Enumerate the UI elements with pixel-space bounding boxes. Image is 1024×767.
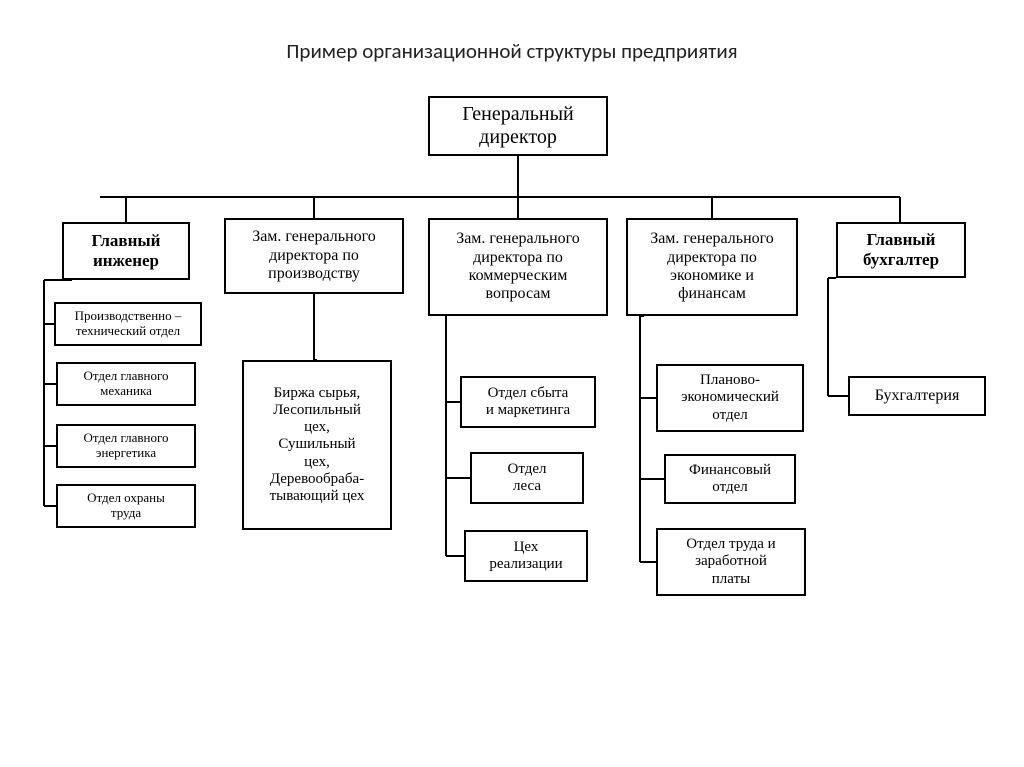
node-sales-workshop: Цехреализации <box>464 530 588 582</box>
node-finance-dept: Финансовыйотдел <box>664 454 796 504</box>
node-chief-engineer: Главныйинженер <box>62 222 190 280</box>
node-chief-mechanic-dept: Отдел главногомеханика <box>56 362 196 406</box>
node-chief-power-dept: Отдел главногоэнергетика <box>56 424 196 468</box>
node-workshops: Биржа сырья,Лесопильныйцех,Сушильныйцех,… <box>242 360 392 530</box>
page-title: Пример организационной структуры предпри… <box>0 38 1024 64</box>
node-deputy-commercial: Зам. генеральногодиректора покоммерчески… <box>428 218 608 316</box>
node-deputy-economics: Зам. генеральногодиректора поэкономике и… <box>626 218 798 316</box>
node-labor-wages-dept: Отдел труда изаработнойплаты <box>656 528 806 596</box>
node-forest-dept: Отделлеса <box>470 452 584 504</box>
node-planning-dept: Планово-экономическийотдел <box>656 364 804 432</box>
node-prod-tech-dept: Производственно –технический отдел <box>54 302 202 346</box>
node-root: Генеральныйдиректор <box>428 96 608 156</box>
node-chief-accountant: Главныйбухгалтер <box>836 222 966 278</box>
org-chart-canvas: Пример организационной структуры предпри… <box>0 0 1024 767</box>
node-deputy-production: Зам. генеральногодиректора попроизводств… <box>224 218 404 294</box>
node-sales-marketing: Отдел сбытаи маркетинга <box>460 376 596 428</box>
node-accounting: Бухгалтерия <box>848 376 986 416</box>
node-labor-safety-dept: Отдел охранытруда <box>56 484 196 528</box>
